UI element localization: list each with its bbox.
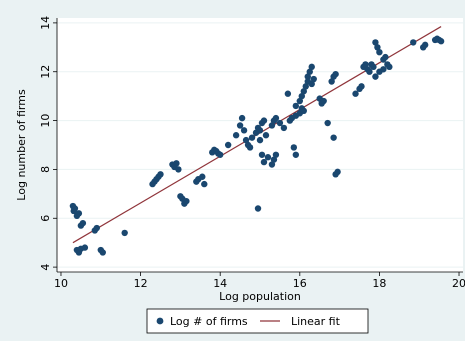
- data-point: [248, 134, 256, 141]
- data-point: [332, 70, 339, 78]
- plot-area: [57, 18, 463, 272]
- data-point: [306, 68, 313, 75]
- legend-marker-points: [156, 317, 164, 325]
- data-point: [290, 144, 298, 151]
- data-point: [240, 127, 248, 134]
- y-tick-label: 14: [39, 16, 52, 30]
- data-point: [268, 122, 276, 129]
- data-point: [300, 88, 307, 95]
- data-point: [372, 39, 379, 46]
- data-point: [421, 41, 429, 49]
- data-point: [302, 83, 309, 90]
- legend-box: [146, 308, 369, 334]
- data-point: [79, 219, 87, 227]
- y-tick-label: 4: [39, 264, 52, 271]
- data-point: [296, 97, 304, 105]
- y-tick-label: 8: [39, 166, 52, 173]
- x-tick-label: 10: [54, 277, 68, 290]
- axes: 10 12 14 16 18 20 4 6 8 10 12 14: [39, 16, 465, 290]
- data-point: [308, 63, 315, 71]
- y-tick-label: 12: [39, 65, 52, 79]
- data-point: [268, 161, 276, 168]
- data-point: [246, 144, 254, 151]
- legend-label-points: Log # of firms: [170, 315, 248, 328]
- data-point: [258, 151, 266, 158]
- data-point: [272, 114, 280, 122]
- data-point: [93, 224, 101, 232]
- data-point: [216, 151, 224, 158]
- data-point: [173, 160, 180, 167]
- data-point: [300, 107, 307, 115]
- data-point: [292, 102, 300, 110]
- x-tick-label: 20: [452, 277, 465, 290]
- data-point: [324, 119, 331, 127]
- data-point: [99, 249, 106, 256]
- data-point: [260, 117, 268, 124]
- legend: Log # of firms Linear fit: [146, 308, 369, 334]
- data-point: [71, 205, 79, 212]
- data-point: [272, 151, 280, 158]
- x-tick-label: 14: [213, 277, 227, 290]
- data-point: [232, 132, 240, 139]
- data-point: [256, 127, 264, 134]
- data-point: [372, 73, 379, 80]
- data-point: [380, 66, 387, 73]
- data-point: [262, 132, 270, 139]
- data-point: [308, 80, 315, 88]
- x-tick-label: 12: [134, 277, 148, 290]
- x-axis-title: Log population: [219, 290, 301, 303]
- data-point: [264, 154, 272, 161]
- data-point: [183, 197, 190, 205]
- data-point: [304, 73, 311, 80]
- data-point: [199, 173, 206, 180]
- data-point: [75, 210, 83, 217]
- data-point: [242, 136, 250, 144]
- data-point: [370, 63, 377, 71]
- x-tick-label: 16: [293, 277, 307, 290]
- legend-label-fit: Linear fit: [291, 315, 341, 328]
- data-point: [437, 38, 445, 45]
- data-point: [175, 166, 182, 173]
- data-point: [81, 244, 89, 251]
- data-point: [332, 171, 339, 178]
- data-point: [298, 92, 305, 100]
- data-point: [270, 156, 278, 163]
- data-point: [330, 134, 337, 141]
- data-point: [260, 158, 268, 166]
- data-point: [362, 61, 369, 68]
- x-tick-label: 18: [372, 277, 386, 290]
- data-point: [292, 151, 300, 158]
- y-axis-title: Log number of firms: [15, 89, 28, 201]
- data-point: [376, 48, 383, 56]
- data-point: [358, 83, 365, 90]
- data-point: [238, 114, 246, 122]
- data-point: [284, 90, 292, 97]
- data-point: [382, 53, 389, 61]
- data-point: [121, 229, 128, 237]
- data-point: [280, 124, 288, 132]
- data-point: [201, 180, 208, 188]
- data-point: [254, 205, 262, 212]
- y-tick-label: 6: [39, 215, 52, 222]
- data-point: [328, 78, 335, 85]
- y-tick-label: 10: [39, 114, 52, 128]
- data-point: [386, 63, 393, 71]
- data-point: [157, 171, 164, 178]
- data-point: [224, 141, 232, 149]
- data-point: [352, 90, 359, 97]
- data-point: [310, 75, 317, 83]
- data-point: [256, 136, 264, 144]
- data-point: [410, 39, 417, 46]
- data-point: [236, 122, 244, 129]
- points-layer: [69, 35, 445, 256]
- data-point: [320, 97, 327, 105]
- data-point: [276, 119, 284, 127]
- data-point: [366, 68, 373, 75]
- data-point: [374, 44, 381, 51]
